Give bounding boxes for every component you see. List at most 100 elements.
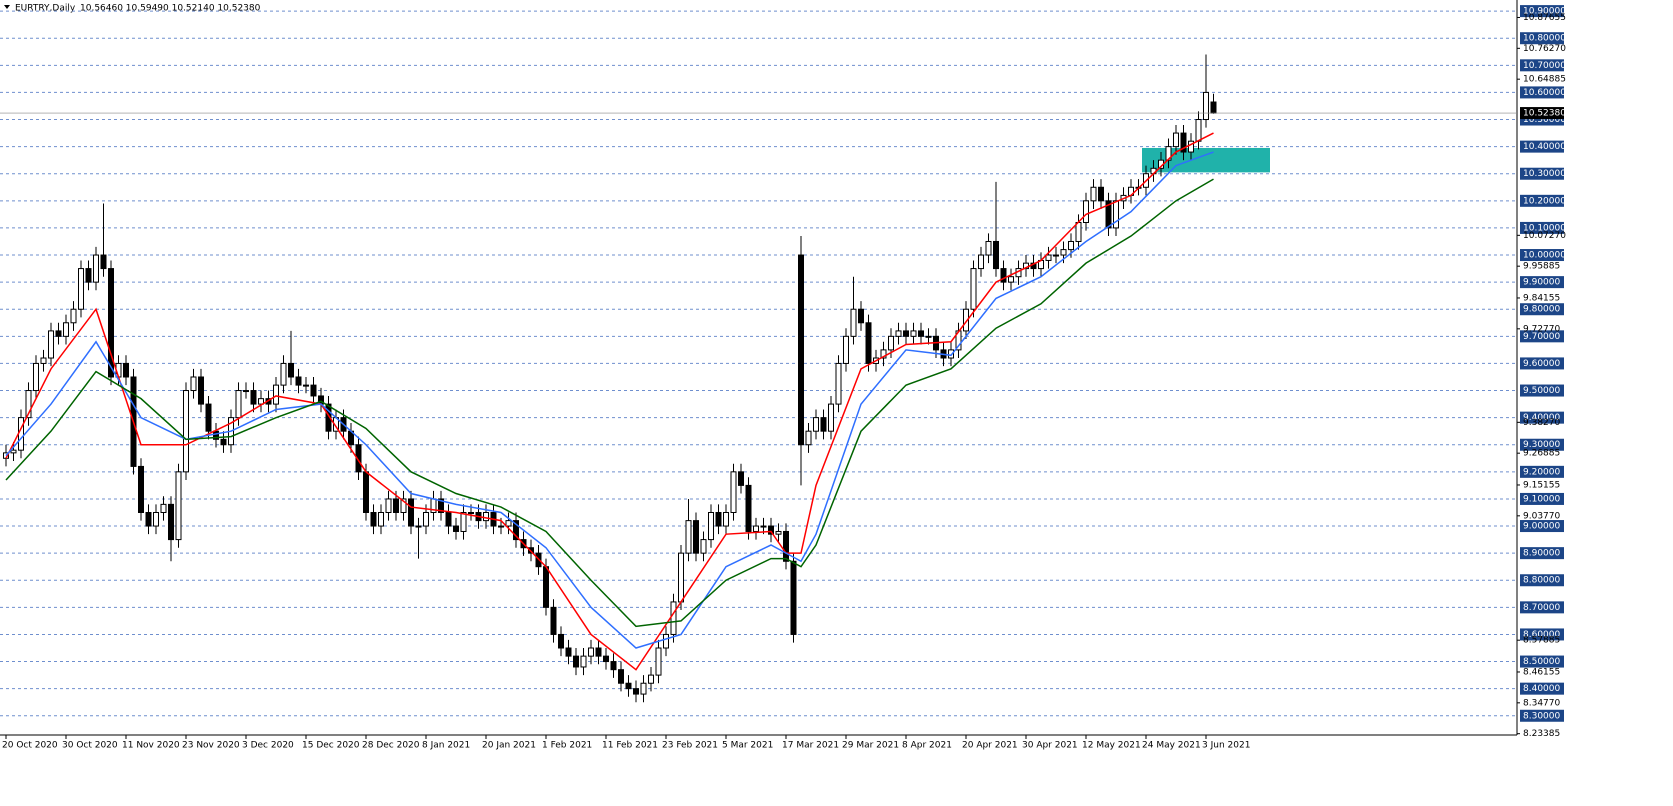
y-tick-label: 8.60000 <box>1523 630 1560 640</box>
y-scale-label: 9.26885 <box>1523 449 1560 459</box>
y-tick-box <box>1520 86 1564 99</box>
x-tick-label: 11 Nov 2020 <box>122 741 180 751</box>
candle-body <box>648 674 654 684</box>
candle-body <box>708 511 714 541</box>
chart-subtitle: 10.56460 10.59490 10.52140 10.52380 <box>80 4 261 14</box>
candle-body <box>453 525 459 532</box>
y-scale-label: 9.84155 <box>1523 293 1560 303</box>
candle-body <box>288 362 294 378</box>
y-tick-label: 10.90000 <box>1523 7 1566 17</box>
candle-body <box>805 430 812 446</box>
candle-body <box>393 498 399 513</box>
y-tick-label: 10.60000 <box>1523 88 1566 98</box>
candle-body <box>295 376 302 386</box>
candle-body <box>10 449 17 454</box>
candle-body <box>370 511 377 527</box>
candle-body <box>175 471 182 541</box>
y-tick-box <box>1520 682 1564 695</box>
last-price-label: 10.52380 <box>1523 109 1566 119</box>
x-tick-label: 30 Oct 2020 <box>62 741 118 751</box>
x-tick-label: 8 Jan 2021 <box>422 741 470 751</box>
y-scale-label: 9.38270 <box>1523 418 1560 428</box>
y-tick-label: 10.00000 <box>1523 251 1566 261</box>
x-tick-label: 3 Jun 2021 <box>1202 741 1250 751</box>
y-tick-box <box>1520 357 1564 370</box>
candle-body <box>768 525 774 535</box>
candle-body <box>813 417 819 432</box>
candle-body <box>1045 254 1052 261</box>
y-tick-box <box>1520 167 1564 180</box>
candle-body <box>678 552 684 603</box>
candle-body <box>835 362 842 405</box>
y-scale-label: 10.87655 <box>1523 13 1566 23</box>
y-tick-label: 9.00000 <box>1523 522 1560 532</box>
y-tick-box <box>1520 194 1564 207</box>
candle-body <box>820 417 827 432</box>
candle-body <box>760 525 767 528</box>
y-tick-box <box>1520 574 1564 587</box>
y-tick-label: 10.50000 <box>1523 115 1566 125</box>
candle-body <box>745 484 752 532</box>
candle-body <box>625 682 632 690</box>
candle-body <box>85 268 92 283</box>
last-price-box <box>1520 107 1564 120</box>
candle-body <box>783 530 789 562</box>
y-tick-box <box>1520 547 1564 560</box>
candle-body <box>858 308 864 324</box>
candle-body <box>213 430 219 440</box>
y-tick-box <box>1520 303 1564 316</box>
candle-body <box>1203 91 1209 121</box>
y-tick-label: 9.10000 <box>1523 494 1560 504</box>
candle-body <box>603 655 609 663</box>
moving-average <box>5 132 1214 671</box>
candle-body <box>198 376 204 405</box>
candle-body <box>1113 200 1119 229</box>
candle-body <box>385 498 392 513</box>
y-tick-box <box>1520 465 1564 478</box>
candle-body <box>663 633 669 649</box>
y-tick-label: 9.90000 <box>1523 278 1560 288</box>
y-scale-label: 8.23385 <box>1523 729 1560 739</box>
candle-body <box>970 268 977 310</box>
symbol-menu-icon <box>4 5 10 9</box>
y-scale-label: 10.64885 <box>1523 75 1566 85</box>
candle-body <box>145 511 152 527</box>
candle-body <box>895 330 902 337</box>
candle-body <box>438 498 444 513</box>
candle-body <box>243 390 249 393</box>
candle-body <box>168 503 174 541</box>
candle-body <box>468 511 474 514</box>
candle-body <box>828 403 834 432</box>
candle-body <box>1188 140 1194 153</box>
y-scale-label: 9.03770 <box>1523 511 1560 521</box>
x-tick-label: 11 Feb 2021 <box>602 741 658 751</box>
candle-body <box>408 498 414 527</box>
candle-body <box>1000 268 1007 283</box>
candle-body <box>1008 276 1014 283</box>
candle-body <box>250 390 257 405</box>
candle-body <box>498 525 504 528</box>
y-tick-box <box>1520 411 1564 424</box>
candle-body <box>948 349 954 359</box>
candle-body <box>190 376 197 392</box>
y-tick-box <box>1520 628 1564 641</box>
candle-body <box>558 633 564 649</box>
candle-body <box>123 362 129 378</box>
candle-body <box>753 525 759 532</box>
candle-body <box>325 403 332 432</box>
candle-body <box>798 254 804 446</box>
candle-body <box>775 530 782 535</box>
y-tick-box <box>1520 221 1564 234</box>
candle-body <box>700 539 707 554</box>
y-tick-box <box>1520 140 1564 153</box>
x-tick-label: 20 Apr 2021 <box>962 741 1018 751</box>
y-scale-label: 9.15155 <box>1523 480 1560 490</box>
candle-body <box>738 471 744 486</box>
candle-body <box>843 335 849 364</box>
candle-body <box>183 390 189 473</box>
candle-body <box>790 560 797 635</box>
candle-body <box>310 384 317 397</box>
y-tick-box <box>1520 5 1564 18</box>
y-scale-label: 10.76270 <box>1523 44 1566 54</box>
